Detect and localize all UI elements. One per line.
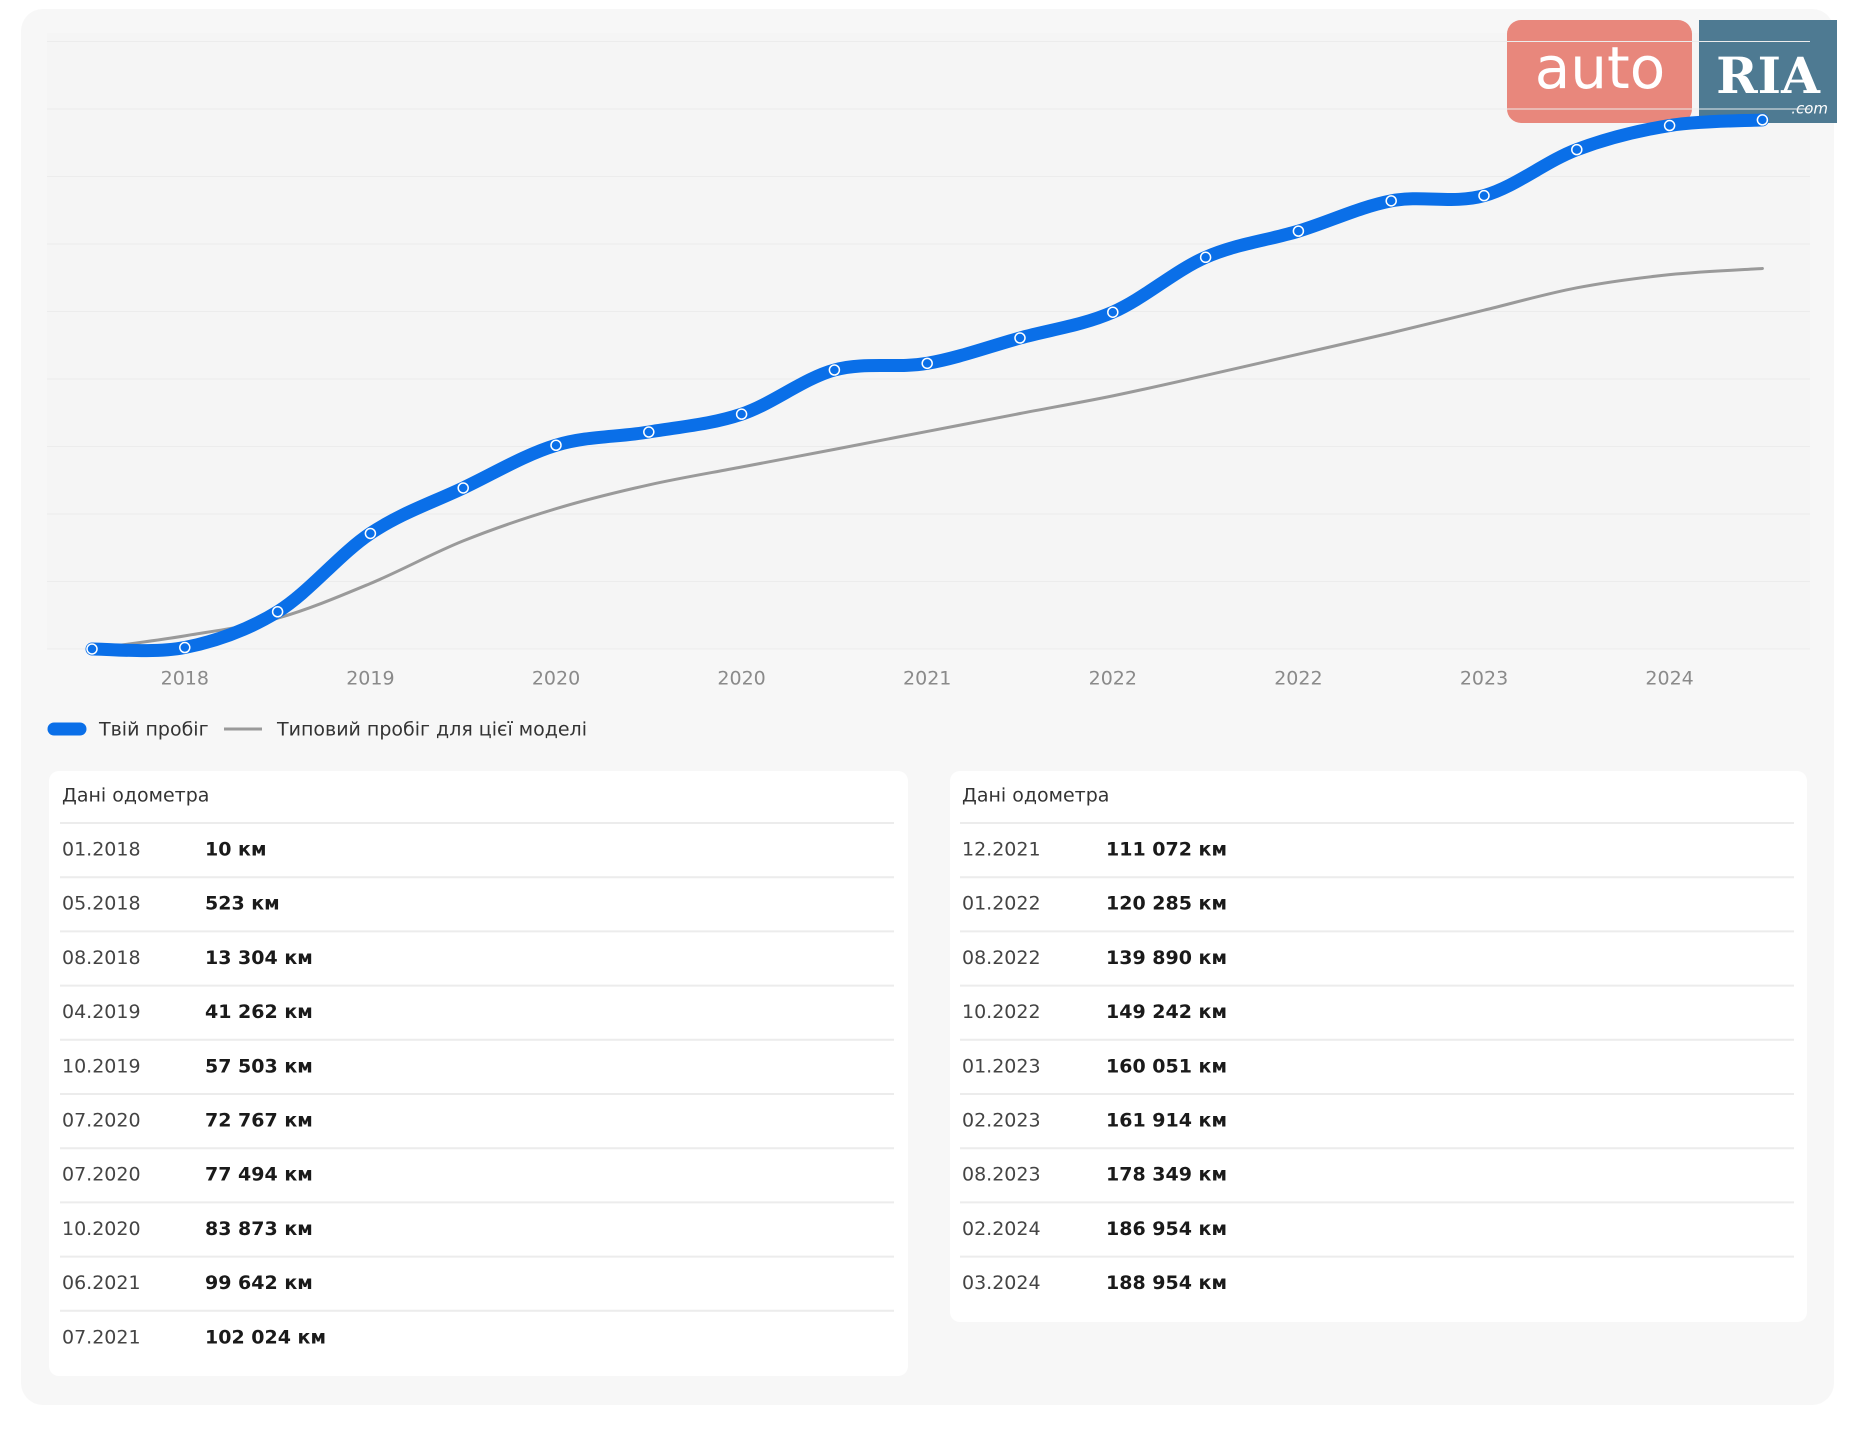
data-point bbox=[1292, 225, 1305, 237]
table-date: 02.2024 bbox=[962, 1218, 1041, 1240]
data-point bbox=[179, 641, 191, 654]
table-value: 186 954 км bbox=[1106, 1218, 1227, 1240]
table-title: Дані одометра bbox=[962, 785, 1109, 807]
table-value: 77 494 км bbox=[205, 1164, 313, 1186]
data-point bbox=[1014, 332, 1026, 344]
data-point bbox=[364, 527, 377, 540]
table-value: 111 072 км bbox=[1106, 839, 1227, 861]
table-date: 03.2024 bbox=[962, 1272, 1041, 1294]
table-value: 139 890 км bbox=[1106, 947, 1227, 969]
table-card bbox=[950, 771, 1807, 1322]
table-date: 04.2019 bbox=[62, 1001, 141, 1023]
table-value: 188 954 км bbox=[1106, 1272, 1227, 1294]
table-value: 10 км bbox=[205, 839, 266, 861]
x-tick-label: 2020 bbox=[717, 668, 765, 690]
table-date: 06.2021 bbox=[62, 1272, 141, 1294]
table-date: 07.2020 bbox=[62, 1164, 141, 1186]
table-value: 149 242 км bbox=[1106, 1001, 1227, 1023]
table-date: 02.2023 bbox=[962, 1110, 1041, 1132]
table-value: 523 км bbox=[205, 893, 280, 915]
legend-label: Твій пробіг bbox=[98, 719, 209, 741]
data-point bbox=[921, 357, 933, 370]
data-point bbox=[735, 408, 748, 420]
data-point bbox=[1478, 189, 1490, 202]
logo-text: RIA bbox=[1716, 46, 1821, 105]
data-point bbox=[271, 605, 284, 618]
table-date: 12.2021 bbox=[962, 839, 1041, 861]
data-point bbox=[1385, 195, 1397, 207]
table-value: 41 262 км bbox=[205, 1001, 313, 1023]
x-tick-label: 2023 bbox=[1460, 668, 1508, 690]
x-tick-label: 2024 bbox=[1645, 668, 1693, 690]
table-value: 160 051 км bbox=[1106, 1055, 1227, 1077]
x-tick-label: 2022 bbox=[1274, 668, 1322, 690]
x-tick-label: 2019 bbox=[346, 668, 394, 690]
table-value: 178 349 км bbox=[1106, 1164, 1227, 1186]
table-date: 01.2023 bbox=[962, 1055, 1041, 1077]
table-value: 83 873 км bbox=[205, 1218, 313, 1240]
data-point bbox=[1756, 114, 1769, 126]
table-date: 01.2022 bbox=[962, 893, 1041, 915]
table-date: 01.2018 bbox=[62, 839, 141, 861]
table-date: 10.2022 bbox=[962, 1001, 1041, 1023]
data-point bbox=[1663, 119, 1676, 132]
data-point bbox=[643, 426, 655, 438]
logo-left-box bbox=[1507, 20, 1692, 123]
logo-right-box bbox=[1699, 20, 1837, 123]
table-value: 120 285 км bbox=[1106, 893, 1227, 915]
table-date: 07.2021 bbox=[62, 1326, 141, 1348]
data-point bbox=[1199, 251, 1212, 264]
table-date: 10.2019 bbox=[62, 1055, 141, 1077]
plot-area bbox=[47, 33, 1810, 649]
data-point bbox=[1571, 143, 1583, 156]
table-date: 08.2018 bbox=[62, 947, 141, 969]
table-date: 07.2020 bbox=[62, 1110, 141, 1132]
table-value: 13 304 км bbox=[205, 947, 313, 969]
table-value: 161 914 км bbox=[1106, 1110, 1227, 1132]
x-tick-label: 2022 bbox=[1089, 668, 1137, 690]
data-point bbox=[550, 439, 562, 452]
data-point bbox=[1107, 306, 1119, 318]
table-value: 72 767 км bbox=[205, 1110, 313, 1132]
data-point bbox=[457, 482, 469, 494]
table-date: 08.2022 bbox=[962, 947, 1041, 969]
table-value: 57 503 км bbox=[205, 1055, 313, 1077]
table-value: 99 642 км bbox=[205, 1272, 313, 1294]
table-title: Дані одометра bbox=[62, 785, 209, 807]
logo-text: auto bbox=[1535, 34, 1666, 102]
table-date: 08.2023 bbox=[962, 1164, 1041, 1186]
table-date: 05.2018 bbox=[62, 893, 141, 915]
series-line bbox=[90, 266, 1764, 651]
data-point bbox=[828, 364, 841, 376]
table-value: 102 024 км bbox=[205, 1326, 326, 1348]
table-date: 10.2020 bbox=[62, 1218, 141, 1240]
legend-label: Типовий пробіг для цієї моделі bbox=[276, 719, 587, 741]
x-tick-label: 2018 bbox=[161, 668, 209, 690]
table-card bbox=[49, 771, 908, 1376]
data-point bbox=[86, 643, 98, 655]
x-tick-label: 2020 bbox=[532, 668, 580, 690]
x-tick-label: 2021 bbox=[903, 668, 951, 690]
